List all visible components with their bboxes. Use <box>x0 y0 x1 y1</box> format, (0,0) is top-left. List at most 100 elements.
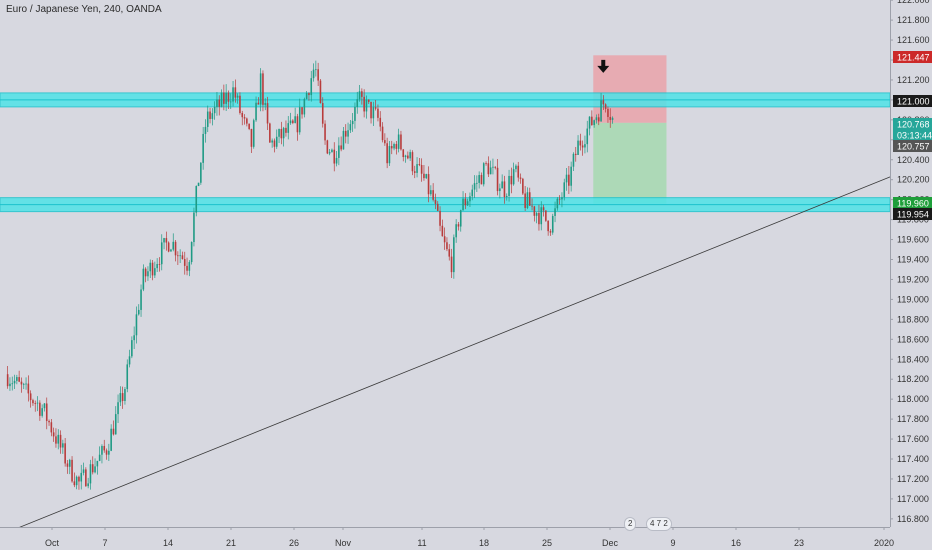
y-tick-label-1: 117.000 <box>897 494 929 504</box>
candle-body-187 <box>436 203 439 211</box>
candle-body-58 <box>140 289 142 310</box>
candle-body-117 <box>275 136 278 147</box>
candle-body-113 <box>266 103 269 124</box>
y-tick-label-9: 118.600 <box>897 334 929 344</box>
candle-body-254 <box>591 116 593 126</box>
candle-body-165 <box>386 143 388 164</box>
candle-body-180 <box>420 165 423 174</box>
candle-body-228 <box>531 205 533 207</box>
candle-body-77 <box>183 259 186 266</box>
candle-body-50 <box>121 393 124 402</box>
candle-body-32 <box>80 472 83 482</box>
level-tag-bg-0 <box>893 51 932 63</box>
candle-body-112 <box>264 103 267 105</box>
candle-body-116 <box>273 140 276 147</box>
level-tag-label-6: 119.954 <box>897 210 929 220</box>
candles <box>6 60 614 490</box>
trendline-layer <box>15 174 896 530</box>
candle-body-23 <box>59 434 62 448</box>
candle-body-121 <box>285 127 287 133</box>
candle-body-142 <box>333 149 336 164</box>
candle-body-51 <box>124 389 126 402</box>
y-tick-label-17: 120.200 <box>897 175 930 185</box>
candle-body-205 <box>478 175 480 183</box>
candle-body-30 <box>75 476 78 486</box>
candle-body-182 <box>425 174 428 179</box>
candle-body-8 <box>25 383 27 385</box>
y-tick-label-7: 118.200 <box>897 374 929 384</box>
level-tag-bg-5 <box>893 197 932 209</box>
candle-body-209 <box>487 163 490 175</box>
y-tick-label-18: 120.400 <box>897 155 930 165</box>
candle-body-262 <box>609 116 612 120</box>
candle-body-59 <box>142 268 145 290</box>
candle-body-163 <box>381 126 384 141</box>
down-arrow-icon <box>597 59 610 73</box>
level-tag-bg-1 <box>893 95 932 107</box>
candle-body-173 <box>404 155 407 158</box>
horizontal-zones <box>0 92 891 213</box>
candle-body-200 <box>466 201 469 206</box>
take-profit-box <box>593 122 667 204</box>
candle-body-139 <box>326 140 329 154</box>
candle-body-198 <box>462 198 464 211</box>
candle-body-29 <box>73 481 76 486</box>
candle-body-251 <box>584 144 586 148</box>
candle-body-115 <box>271 140 273 143</box>
candle-body-157 <box>367 99 370 102</box>
candle-body-2 <box>11 383 14 385</box>
candle-body-127 <box>298 107 301 133</box>
candle-body-11 <box>32 400 34 404</box>
down-arrow-shape <box>597 59 610 73</box>
candle-body-102 <box>241 112 244 118</box>
candle-body-16 <box>43 403 46 409</box>
candle-body-234 <box>545 210 547 221</box>
candle-body-38 <box>94 466 96 473</box>
candle-body-45 <box>110 428 112 451</box>
y-tick-label-4: 117.600 <box>897 434 929 444</box>
candle-body-14 <box>39 402 41 416</box>
level-tag-label-3: 03:13:44 <box>897 131 932 141</box>
candle-body-150 <box>351 120 354 125</box>
event-badge-earnings[interactable]: 4 7 2 <box>646 517 672 531</box>
x-tick-label-3: 21 <box>226 538 236 548</box>
candle-body-28 <box>71 459 73 482</box>
candle-body-81 <box>193 212 195 243</box>
candle-body-114 <box>269 123 271 143</box>
candle-body-147 <box>344 130 347 137</box>
candle-body-47 <box>114 414 117 435</box>
candle-body-224 <box>522 178 524 194</box>
candle-body-195 <box>455 224 457 238</box>
event-badge-dividends[interactable]: 2 <box>624 517 637 531</box>
candle-body-48 <box>117 402 119 415</box>
candle-body-72 <box>172 241 175 250</box>
candle-body-130 <box>305 93 308 99</box>
candle-body-203 <box>473 183 476 190</box>
candle-body-4 <box>16 377 18 381</box>
candle-body-246 <box>572 153 575 167</box>
candle-body-138 <box>324 123 326 141</box>
x-tick-label-0: Oct <box>45 538 60 548</box>
candle-body-197 <box>459 210 462 227</box>
candle-body-80 <box>190 242 193 263</box>
candle-body-237 <box>551 215 554 233</box>
candle-body-148 <box>347 130 349 137</box>
candle-body-242 <box>563 182 566 198</box>
y-tick-label-13: 119.400 <box>897 255 929 265</box>
candle-body-199 <box>464 198 467 206</box>
candle-body-33 <box>82 469 85 473</box>
y-tick-label-12: 119.200 <box>897 274 929 284</box>
candle-body-0 <box>6 374 9 387</box>
candle-body-263 <box>611 117 614 120</box>
candle-body-167 <box>390 146 393 149</box>
candle-body-208 <box>485 163 487 165</box>
candle-body-7 <box>22 383 25 385</box>
candle-body-74 <box>177 255 179 257</box>
candle-body-56 <box>135 314 138 336</box>
y-tick-label-3: 117.400 <box>897 454 929 464</box>
y-tick-label-26: 122.000 <box>897 0 930 5</box>
candle-body-95 <box>225 92 227 104</box>
candle-body-183 <box>427 174 430 195</box>
